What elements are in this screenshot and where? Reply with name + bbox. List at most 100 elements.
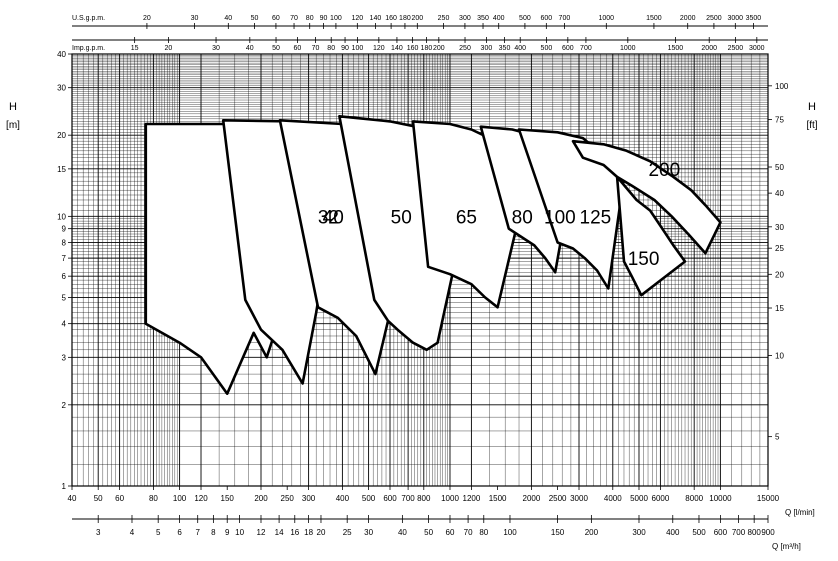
usgpm-tick-label: 1500 <box>646 15 662 22</box>
m3h-tick-label: 30 <box>364 528 373 537</box>
x-tick-label: 600 <box>383 494 397 503</box>
usgpm-tick-label: 160 <box>385 15 397 22</box>
m3h-axis-label: Q [m³/h] <box>772 542 801 551</box>
y-tick-label: 4 <box>62 320 67 329</box>
usgpm-tick-label: 80 <box>306 15 314 22</box>
plot-frame <box>71 53 769 487</box>
usgpm-tick-label: 700 <box>559 15 571 22</box>
m3h-tick-label: 40 <box>398 528 407 537</box>
usgpm-label: U.S.g.p.m. <box>72 15 105 22</box>
m3h-tick-label: 12 <box>257 528 266 537</box>
impgpm-tick-label: 160 <box>407 45 419 52</box>
m3h-tick-label: 100 <box>503 528 517 537</box>
impgpm-tick-label: 500 <box>541 45 553 52</box>
x-tick-label: 1500 <box>489 494 507 503</box>
y-axis-label: H <box>9 101 17 113</box>
usgpm-tick-label: 350 <box>477 15 489 22</box>
curve-label-50: 50 <box>391 207 412 228</box>
impgpm-tick-label: 40 <box>246 45 254 52</box>
m3h-tick-label: 50 <box>424 528 433 537</box>
curve-label-125: 125 <box>580 207 612 228</box>
curve-label-65: 65 <box>456 207 477 228</box>
usgpm-tick-label: 180 <box>399 15 411 22</box>
usgpm-tick-label: 100 <box>330 15 342 22</box>
impgpm-tick-label: 120 <box>373 45 385 52</box>
m3h-tick-label: 10 <box>235 528 244 537</box>
ft-tick-label: 50 <box>775 163 784 172</box>
usgpm-tick-label: 1000 <box>599 15 615 22</box>
impgpm-tick-label: 2000 <box>701 45 717 52</box>
m3h-tick-label: 6 <box>177 528 182 537</box>
usgpm-tick-label: 200 <box>411 15 423 22</box>
y-tick-label: 1 <box>62 482 67 491</box>
x-tick-label: 120 <box>194 494 208 503</box>
m3h-tick-label: 900 <box>761 528 775 537</box>
impgpm-tick-label: 200 <box>433 45 445 52</box>
impgpm-tick-label: 30 <box>212 45 220 52</box>
usgpm-tick-label: 3500 <box>746 15 762 22</box>
x-tick-label: 200 <box>254 494 268 503</box>
x-tick-label: 5000 <box>630 494 648 503</box>
impgpm-tick-label: 400 <box>514 45 526 52</box>
impgpm-tick-label: 80 <box>327 45 335 52</box>
x-tick-label: 300 <box>302 494 316 503</box>
x-tick-label: 15000 <box>757 494 780 503</box>
y-tick-label: 6 <box>62 272 67 281</box>
m3h-tick-label: 9 <box>225 528 230 537</box>
usgpm-tick-label: 140 <box>370 15 382 22</box>
pump-curve-200 <box>571 139 722 255</box>
m3h-tick-label: 800 <box>748 528 762 537</box>
y-tick-label: 15 <box>57 165 66 174</box>
x-tick-label: 150 <box>221 494 235 503</box>
ft-tick-label: 100 <box>775 82 789 91</box>
usgpm-tick-label: 600 <box>540 15 552 22</box>
m3h-tick-label: 300 <box>632 528 646 537</box>
m3h-tick-label: 700 <box>732 528 746 537</box>
x-tick-label: 3000 <box>570 494 588 503</box>
x-tick-label: 500 <box>362 494 376 503</box>
m3h-tick-label: 500 <box>692 528 706 537</box>
impgpm-tick-label: 2500 <box>728 45 744 52</box>
ft-tick-label: 30 <box>775 223 784 232</box>
impgpm-tick-label: 3000 <box>749 45 765 52</box>
impgpm-tick-label: 350 <box>499 45 511 52</box>
x-axis-label: Q [l/min] <box>785 508 815 517</box>
x-tick-label: 8000 <box>685 494 703 503</box>
usgpm-tick-label: 400 <box>493 15 505 22</box>
ft-tick-label: 10 <box>775 352 784 361</box>
x-tick-label: 2000 <box>523 494 541 503</box>
y-tick-label: 40 <box>57 50 66 59</box>
ft-tick-label: 15 <box>775 304 784 313</box>
usgpm-tick-label: 3000 <box>728 15 744 22</box>
m3h-tick-label: 18 <box>304 528 313 537</box>
x-tick-label: 40 <box>68 494 77 503</box>
x-tick-label: 700 <box>401 494 415 503</box>
usgpm-tick-label: 30 <box>191 15 199 22</box>
ft-tick-label: 40 <box>775 189 784 198</box>
usgpm-tick-label: 60 <box>272 15 280 22</box>
y2-axis-unit: [ft] <box>806 120 817 131</box>
y-tick-label: 10 <box>57 212 66 221</box>
usgpm-tick-label: 120 <box>351 15 363 22</box>
x-tick-label: 800 <box>417 494 431 503</box>
impgpm-tick-label: 70 <box>312 45 320 52</box>
usgpm-tick-label: 20 <box>143 15 151 22</box>
impgpm-tick-label: 20 <box>165 45 173 52</box>
m3h-tick-label: 5 <box>156 528 161 537</box>
m3h-tick-label: 16 <box>290 528 299 537</box>
impgpm-tick-label: 60 <box>294 45 302 52</box>
m3h-tick-label: 4 <box>130 528 135 537</box>
y-tick-label: 8 <box>62 239 67 248</box>
m3h-tick-label: 8 <box>211 528 216 537</box>
m3h-tick-label: 60 <box>446 528 455 537</box>
m3h-tick-label: 70 <box>464 528 473 537</box>
x-tick-label: 60 <box>115 494 124 503</box>
impgpm-tick-label: 1000 <box>620 45 636 52</box>
x-tick-label: 2500 <box>549 494 567 503</box>
x-tick-label: 1200 <box>463 494 481 503</box>
y-tick-label: 30 <box>57 84 66 93</box>
ft-tick-label: 5 <box>775 433 780 442</box>
y-tick-label: 9 <box>62 225 67 234</box>
y-tick-label: 2 <box>62 401 67 410</box>
y-tick-label: 3 <box>62 353 67 362</box>
